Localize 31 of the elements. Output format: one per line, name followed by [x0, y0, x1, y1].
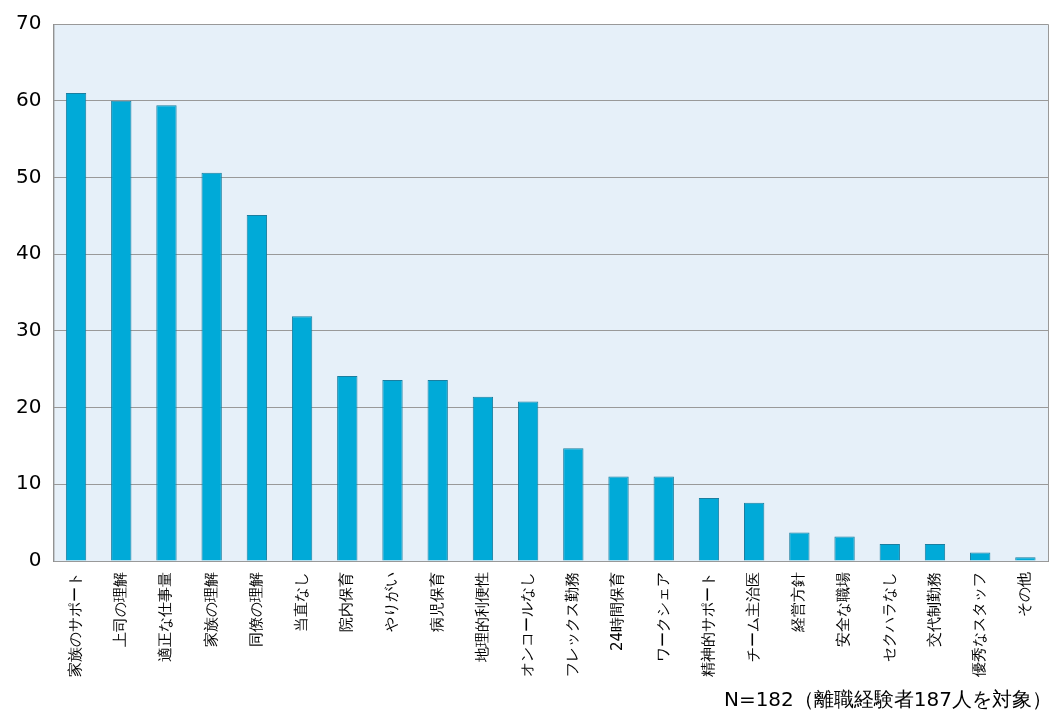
- x-tick-label: 24時間保育: [608, 572, 627, 652]
- y-tick-label: 60: [16, 86, 42, 111]
- y-tick-label: 10: [16, 470, 42, 495]
- x-tick-label: 家族のサポート: [65, 572, 84, 677]
- x-tick-label: 適正な仕事量: [156, 572, 175, 662]
- x-tick-label: 交代制勤務: [924, 572, 943, 647]
- x-tick-label: 優秀なスタッフ: [970, 572, 989, 677]
- x-tick-label: 地理的利便性: [472, 572, 491, 663]
- y-tick-label: 0: [28, 547, 42, 572]
- x-tick-label: オンコールなし: [518, 572, 537, 677]
- x-tick-label: 当直なし: [291, 572, 310, 632]
- x-tick-label: ワークシェア: [653, 572, 672, 662]
- x-tick-label: 院内保育: [337, 572, 356, 632]
- y-tick-label: 30: [16, 317, 42, 342]
- x-tick-label: 上司の理解: [111, 572, 130, 647]
- text: N=182（離職経験者187人を対象）: [723, 686, 1052, 713]
- x-tick-label: フレックス勤務: [563, 572, 582, 677]
- y-tick-label: 50: [16, 163, 42, 188]
- x-tick-label: 同僚の理解: [246, 572, 265, 647]
- x-tick-label: セクハラなし: [879, 572, 898, 662]
- y-tick-label: 20: [16, 393, 42, 418]
- x-tick-label: 経営方針: [789, 572, 808, 633]
- x-tick-label: 病児保育: [427, 572, 446, 632]
- x-tick-label: 家族の理解: [201, 572, 220, 647]
- x-tick-label: 安全な職場: [834, 572, 853, 647]
- y-tick-label: 70: [16, 10, 42, 35]
- x-tick-label: 精神的サポート: [698, 572, 717, 677]
- x-tick-label: その他: [1015, 572, 1034, 617]
- y-tick-label: 40: [16, 240, 42, 265]
- x-tick-label: チーム主治医: [744, 572, 763, 662]
- x-tick-label: やりがい: [382, 572, 401, 632]
